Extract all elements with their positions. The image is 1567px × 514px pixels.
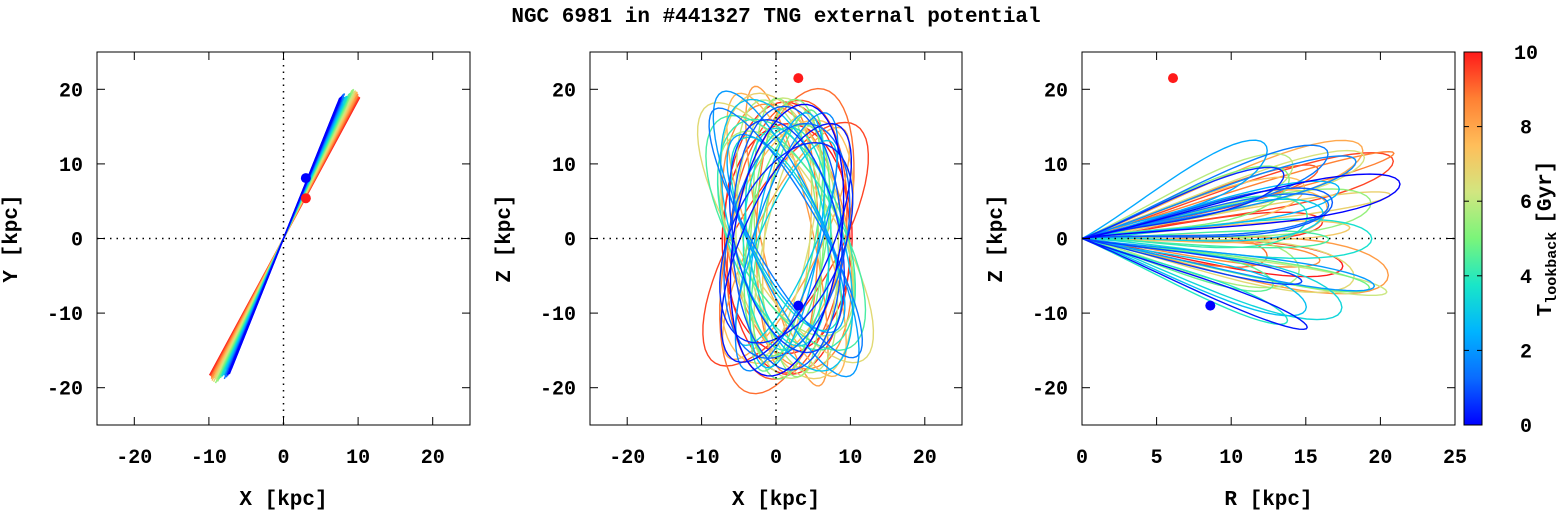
markers-xz xyxy=(793,73,804,311)
y-tick-label: 10 xyxy=(1044,155,1068,178)
orbit-segment xyxy=(745,85,829,387)
y-tick-label: 0 xyxy=(1056,230,1068,253)
colorbar-label-sub: lookback xyxy=(1544,232,1561,304)
marker-start xyxy=(1168,73,1179,84)
orbit-segment xyxy=(705,114,867,352)
x-tick-label: 25 xyxy=(1443,447,1467,470)
x-axis-label-xz: X [kpc] xyxy=(732,489,820,512)
marker-start xyxy=(300,193,311,204)
y-tick-label: -20 xyxy=(47,379,83,402)
ticks-xz: -20 -10 0 10 20 -20 -10 0 10 20 xyxy=(540,52,962,470)
y-tick-label: -20 xyxy=(540,379,576,402)
colorbar-tick-label: 0 xyxy=(1520,416,1532,439)
x-tick-label: -20 xyxy=(116,447,152,470)
y-tick-label: 20 xyxy=(1044,80,1068,103)
marker-start xyxy=(793,73,804,84)
marker-end xyxy=(300,173,311,184)
colorbar-tick-label: 4 xyxy=(1520,267,1532,290)
ticks-xy: -20 -10 0 10 20 -20 -10 0 10 20 xyxy=(47,52,470,470)
orbit-segment xyxy=(708,107,864,359)
x-tick-label: 20 xyxy=(421,447,445,470)
orbit-segment xyxy=(1082,180,1341,240)
orbit-segment xyxy=(1082,187,1334,240)
orbit-segment xyxy=(1082,237,1308,331)
colorbar-tick-label: 2 xyxy=(1520,341,1532,364)
orbit-segment xyxy=(752,97,822,378)
x-axis-label-rz: R [kpc] xyxy=(1224,489,1312,512)
y-tick-label: 0 xyxy=(564,230,576,253)
y-tick-label: -10 xyxy=(1032,304,1068,327)
x-tick-label: 20 xyxy=(913,447,937,470)
orbit-segment xyxy=(1082,173,1401,240)
markers-xy xyxy=(300,173,311,204)
orbit-segment xyxy=(712,90,860,378)
panel-xz: -20 -10 0 10 20 -20 -10 0 10 20 X [kpc] Z [kpc] xyxy=(494,51,963,512)
x-tick-label: 0 xyxy=(277,447,289,470)
orbit-series-xz xyxy=(696,85,875,395)
x-tick-label: 0 xyxy=(1076,447,1088,470)
y-axis-label-xz: Z [kpc] xyxy=(494,194,517,282)
colorbar-tick-label: 8 xyxy=(1520,118,1532,141)
ticks-rz: 0 5 10 15 20 25 -20 -10 0 10 20 xyxy=(1032,52,1467,470)
orbit-series-rz xyxy=(1082,139,1401,331)
colorbar-label: Tlookback [Gyr] xyxy=(1535,161,1561,317)
orbit-segment xyxy=(226,95,343,376)
x-tick-label: 10 xyxy=(1219,447,1243,470)
colorbar: 0 2 4 6 8 10 Tlookback [Gyr] xyxy=(1463,43,1561,439)
orbit-segment xyxy=(721,103,853,370)
colorbar-label-unit: [Gyr] xyxy=(1535,161,1558,224)
orbit-segment xyxy=(1082,139,1268,240)
y-tick-label: 20 xyxy=(552,80,576,103)
chart-title: NGC 6981 in #441327 TNG external potenti… xyxy=(511,6,1040,29)
y-tick-label: 10 xyxy=(59,155,83,178)
y-tick-label: 10 xyxy=(552,155,576,178)
x-tick-label: 15 xyxy=(1294,447,1318,470)
orbit-segment xyxy=(720,122,852,363)
markers-rz xyxy=(1168,73,1216,311)
orbit-segment xyxy=(729,103,845,377)
y-axis-label-rz: Z [kpc] xyxy=(986,194,1009,282)
x-tick-label: -20 xyxy=(609,447,645,470)
orbit-series-xy xyxy=(208,88,361,384)
y-tick-label: -10 xyxy=(540,304,576,327)
y-tick-label: -20 xyxy=(1032,379,1068,402)
orbit-segment xyxy=(1082,155,1357,240)
marker-end xyxy=(793,300,804,311)
y-tick-label: 0 xyxy=(71,230,83,253)
orbit-segment xyxy=(1082,237,1289,326)
orbit-segment xyxy=(731,105,843,371)
panel-rz: 0 5 10 15 20 25 -20 -10 0 10 20 R [kpc] Z [kpc] xyxy=(986,51,1467,512)
x-tick-label: -10 xyxy=(191,447,227,470)
marker-end xyxy=(1205,300,1216,311)
x-tick-label: 5 xyxy=(1151,447,1163,470)
colorbar-label-main: T xyxy=(1535,304,1558,317)
y-axis-label-xy: Y [kpc] xyxy=(1,194,24,282)
orbit-segment xyxy=(1082,237,1376,292)
orbit-segment xyxy=(728,118,846,354)
orbit-segment xyxy=(1082,151,1395,240)
x-tick-label: 10 xyxy=(838,447,862,470)
orbit-segment xyxy=(726,133,846,334)
y-tick-label: -10 xyxy=(47,304,83,327)
colorbar-tick-label: 10 xyxy=(1514,43,1538,66)
y-tick-label: 20 xyxy=(59,80,83,103)
x-tick-label: 20 xyxy=(1368,447,1392,470)
colorbar-ticks: 0 2 4 6 8 10 xyxy=(1464,43,1538,439)
panel-xy: -20 -10 0 10 20 -20 -10 0 10 20 X [kpc] Y [kpc] xyxy=(1,51,471,512)
orbit-segment xyxy=(1082,237,1303,286)
colorbar-tick-label: 6 xyxy=(1520,192,1532,215)
orbit-segment xyxy=(1082,166,1285,240)
x-tick-label: 10 xyxy=(346,447,370,470)
x-axis-label-xy: X [kpc] xyxy=(239,489,327,512)
x-tick-label: 0 xyxy=(770,447,782,470)
orbit-segment xyxy=(1082,237,1308,317)
x-tick-label: -10 xyxy=(684,447,720,470)
colorbar-gradient xyxy=(1463,51,1483,426)
orbit-segment xyxy=(735,97,840,380)
